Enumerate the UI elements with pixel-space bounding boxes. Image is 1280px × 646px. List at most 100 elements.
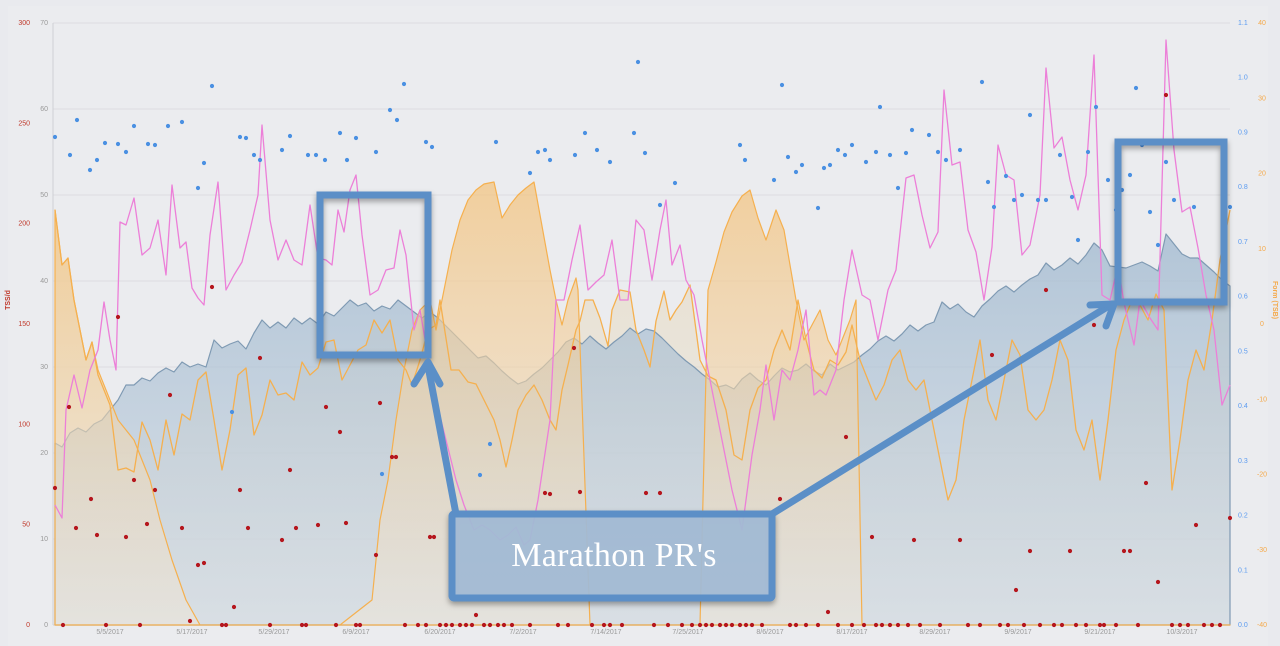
tss-d-point bbox=[357, 622, 363, 628]
intensity-factor-point bbox=[827, 162, 833, 168]
tss-d-point bbox=[437, 622, 443, 628]
tss-d-point bbox=[547, 491, 553, 497]
marathon-pr-label-box bbox=[448, 510, 776, 602]
tss-d-point bbox=[957, 537, 963, 543]
x-tick: 7/2/2017 bbox=[509, 629, 536, 636]
tss-d-point bbox=[449, 622, 455, 628]
intensity-factor-point bbox=[423, 139, 429, 145]
intensity-factor-point bbox=[985, 179, 991, 185]
tss-d-point bbox=[1059, 622, 1065, 628]
intensity-factor-point bbox=[179, 119, 185, 125]
tss-d-point bbox=[293, 525, 299, 531]
tss-d-point bbox=[965, 622, 971, 628]
intensity-factor-point bbox=[895, 185, 901, 191]
intensity-factor-point bbox=[582, 130, 588, 136]
intensity-factor-point bbox=[935, 149, 941, 155]
tss-d-point bbox=[1037, 622, 1043, 628]
tss-d-point bbox=[389, 454, 395, 460]
tss-d-point bbox=[137, 622, 143, 628]
marathon-pr-box-2 bbox=[1114, 138, 1228, 306]
tss-d-point bbox=[697, 622, 703, 628]
tss-d-point bbox=[743, 622, 749, 628]
intensity-factor-point bbox=[979, 79, 985, 85]
tss-d-point bbox=[343, 520, 349, 526]
tss-d-point bbox=[237, 487, 243, 493]
tss-d-point bbox=[231, 604, 237, 610]
intensity-factor-point bbox=[1069, 194, 1075, 200]
x-tick: 8/29/2017 bbox=[919, 629, 950, 636]
intensity-factor-point bbox=[657, 202, 663, 208]
tss-d-point bbox=[729, 622, 735, 628]
tss-d-point bbox=[1209, 622, 1215, 628]
tss-d-point bbox=[777, 496, 783, 502]
tss-d-point bbox=[577, 489, 583, 495]
tss-d-point bbox=[1143, 480, 1149, 486]
tss-d-point bbox=[643, 490, 649, 496]
tss-d-point bbox=[1091, 322, 1097, 328]
tsb-tick: -10 bbox=[1257, 396, 1267, 403]
intensity-factor-point bbox=[373, 149, 379, 155]
intensity-factor-point bbox=[793, 169, 799, 175]
marathon-pr-annotation bbox=[316, 138, 1228, 602]
tss-d-point bbox=[1169, 622, 1175, 628]
tss-d-point bbox=[373, 552, 379, 558]
intensity-factor-point bbox=[785, 154, 791, 160]
if-tick: 0.2 bbox=[1238, 513, 1248, 520]
intensity-factor-point bbox=[94, 157, 100, 163]
area-series bbox=[54, 181, 1231, 626]
intensity-factor-point bbox=[487, 441, 493, 447]
if-tick: 1.1 bbox=[1238, 20, 1248, 27]
tss-d-point bbox=[509, 622, 515, 628]
tss-d-point bbox=[457, 622, 463, 628]
tss-d-point bbox=[123, 534, 129, 540]
tss-d-point bbox=[793, 622, 799, 628]
tss-d-point bbox=[431, 534, 437, 540]
tss-d-point bbox=[555, 622, 561, 628]
tss-d-point bbox=[665, 622, 671, 628]
tss-d-point bbox=[565, 622, 571, 628]
intensity-factor-point bbox=[1127, 172, 1133, 178]
tss-d-point bbox=[703, 622, 709, 628]
tss-d-point bbox=[1127, 548, 1133, 554]
tss-d-point bbox=[977, 622, 983, 628]
tss-d-point bbox=[66, 404, 72, 410]
intensity-factor-point bbox=[887, 152, 893, 158]
tss-d-point bbox=[1097, 622, 1103, 628]
tss-d-point bbox=[1227, 515, 1233, 521]
tss-d-point bbox=[607, 622, 613, 628]
tss-d-point bbox=[393, 454, 399, 460]
tss-d-point bbox=[103, 622, 109, 628]
intensity-factor-point bbox=[771, 177, 777, 183]
intensity-factor-point bbox=[572, 152, 578, 158]
tss-d-point bbox=[879, 622, 885, 628]
tss-d-point bbox=[131, 477, 137, 483]
intensity-factor-point bbox=[1105, 177, 1111, 183]
ctl-tick: 50 bbox=[40, 192, 48, 199]
intensity-factor-point bbox=[909, 127, 915, 133]
intensity-factor-point bbox=[243, 135, 249, 141]
tss-d-point bbox=[415, 622, 421, 628]
if-tick: 0.7 bbox=[1238, 239, 1248, 246]
tsb-tick: 10 bbox=[1258, 246, 1266, 253]
tss-d-point bbox=[473, 612, 479, 618]
tsb-axis-label: Form (TSB) bbox=[1271, 281, 1278, 319]
tss-d-point bbox=[443, 622, 449, 628]
x-tick: 5/17/2017 bbox=[176, 629, 207, 636]
intensity-factor-point bbox=[815, 205, 821, 211]
intensity-factor-point bbox=[165, 123, 171, 129]
intensity-factor-point bbox=[337, 130, 343, 136]
intensity-factor-point bbox=[394, 117, 400, 123]
tss-d-point bbox=[787, 622, 793, 628]
x-tick: 6/20/2017 bbox=[424, 629, 455, 636]
ctl-tick: 0 bbox=[44, 622, 48, 629]
tss-d-point bbox=[1121, 548, 1127, 554]
tss-d-point bbox=[905, 622, 911, 628]
intensity-factor-point bbox=[877, 104, 883, 110]
tss-d-point bbox=[463, 622, 469, 628]
tss-d-point bbox=[201, 560, 207, 566]
tss-d-point bbox=[1005, 622, 1011, 628]
ctl-tick: 60 bbox=[40, 106, 48, 113]
tss-d-point bbox=[1201, 622, 1207, 628]
intensity-factor-point bbox=[152, 142, 158, 148]
arrowhead-1-icon bbox=[410, 358, 444, 388]
